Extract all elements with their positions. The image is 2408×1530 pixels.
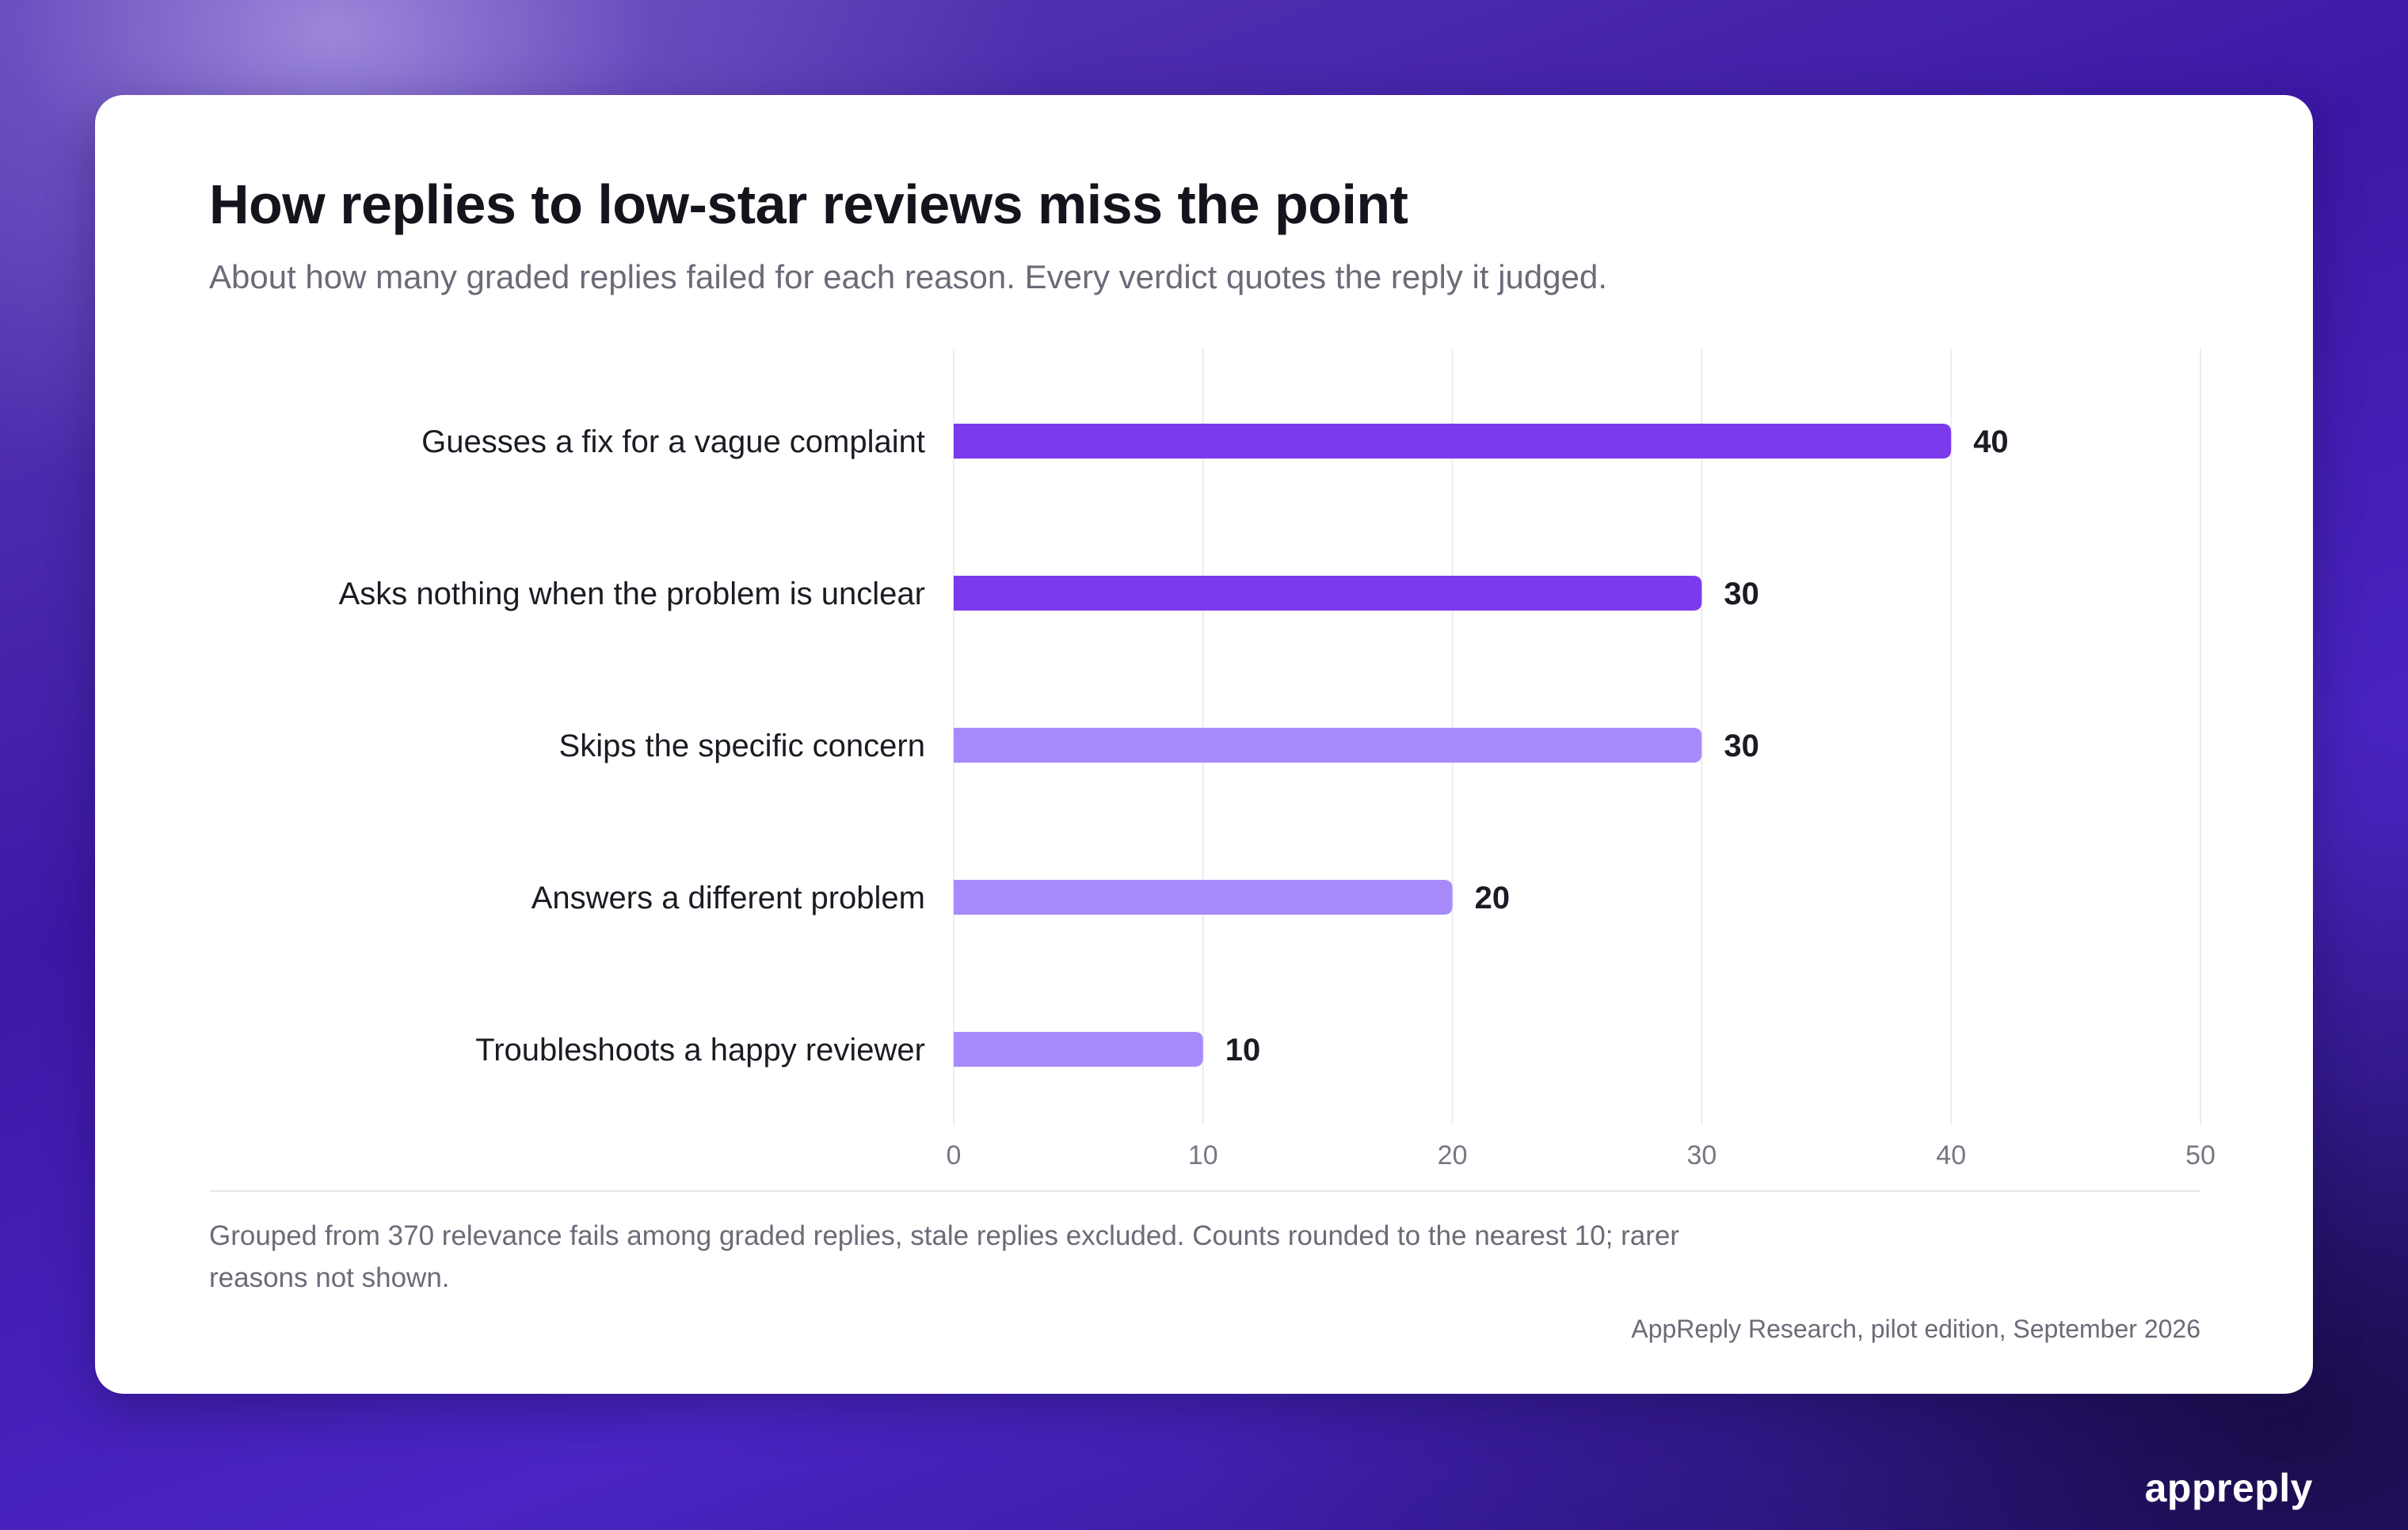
x-tick-label-50: 50 <box>2185 1140 2216 1170</box>
x-tick-label-10: 10 <box>1188 1140 1218 1170</box>
value-label-4: 20 <box>1475 881 1511 915</box>
value-label-2: 30 <box>1724 577 1759 611</box>
category-label-5: Troubleshoots a happy reviewer <box>475 1033 925 1068</box>
appreply-logo: appreply <box>2144 1466 2313 1510</box>
x-tick-label-20: 20 <box>1438 1140 1468 1170</box>
value-label-1: 40 <box>1973 424 2009 459</box>
category-label-1: Guesses a fix for a vague complaint <box>421 424 925 459</box>
x-tick-label-30: 30 <box>1686 1140 1716 1170</box>
value-label-5: 10 <box>1225 1033 1261 1068</box>
x-tick-label-40: 40 <box>1936 1140 1966 1170</box>
bar-4 <box>954 880 1453 915</box>
chart-subtitle: About how many graded replies failed for… <box>209 258 1608 295</box>
chart-footnote: Grouped from 370 relevance fails among g… <box>209 1220 1680 1293</box>
chart-title: How replies to low-star reviews miss the… <box>209 173 1408 235</box>
bar-chart: 0 10 20 30 40 50 Guesses a fix for a vague com… <box>339 348 2216 1170</box>
chart-source: AppReply Research, pilot edition, Septem… <box>1631 1315 2200 1343</box>
category-label-2: Asks nothing when the problem is unclear <box>339 577 925 611</box>
bar-5 <box>954 1032 1203 1067</box>
category-label-4: Answers a different problem <box>532 881 925 915</box>
value-label-3: 30 <box>1724 729 1759 763</box>
chart-card: How replies to low-star reviews miss the… <box>95 95 2313 1394</box>
bar-1 <box>954 424 1952 459</box>
x-tick-label-0: 0 <box>947 1140 962 1170</box>
footer-divider <box>209 1190 2200 1192</box>
bar-2 <box>954 576 1702 611</box>
bar-3 <box>954 728 1702 763</box>
category-label-3: Skips the specific concern <box>559 729 925 763</box>
